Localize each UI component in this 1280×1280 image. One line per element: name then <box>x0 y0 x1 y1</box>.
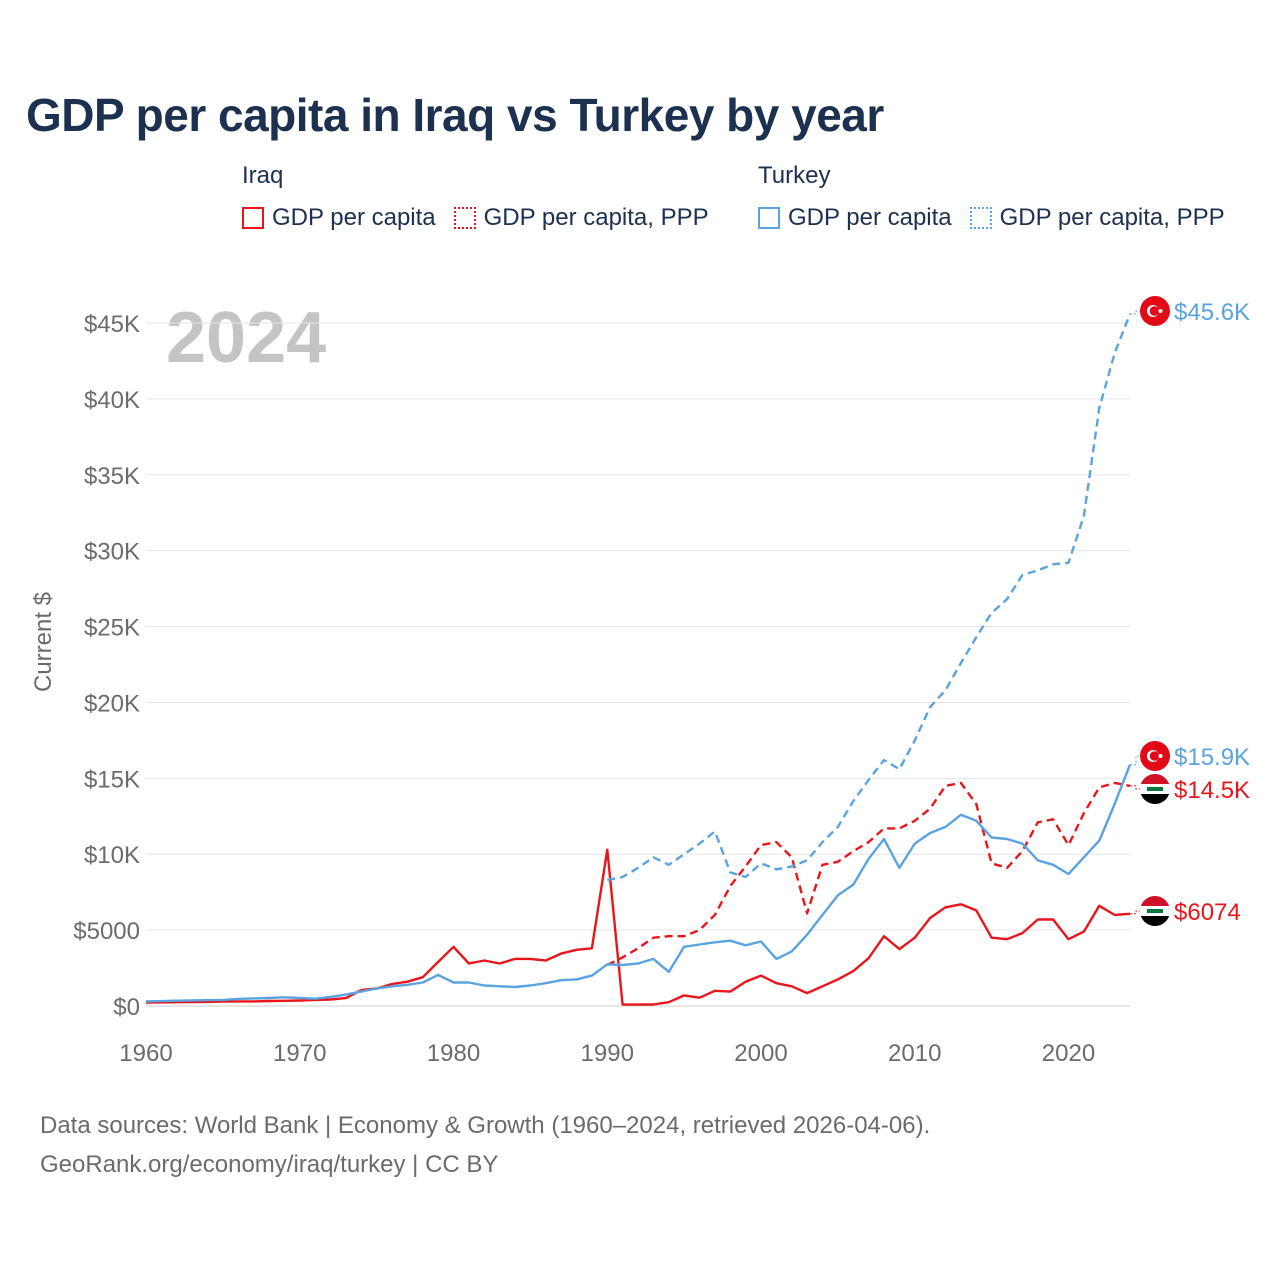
turkey-flag-icon <box>1140 741 1170 771</box>
end-label-connector <box>1130 755 1140 766</box>
series-line-2 <box>145 764 1132 1003</box>
year-watermark: 2024 <box>166 298 326 378</box>
y-tick-label: $30K <box>84 539 140 566</box>
legend-item-iraq-gdp[interactable]: GDP per capita <box>242 204 436 232</box>
x-tick-label: 2000 <box>734 1040 787 1067</box>
legend-label: GDP per capita <box>272 204 436 231</box>
y-tick-label: $20K <box>84 690 140 717</box>
x-tick-label: 2010 <box>888 1040 941 1067</box>
footer-sources: Data sources: World Bank | Economy & Gro… <box>40 1112 931 1139</box>
legend-label: GDP per capita <box>788 204 952 231</box>
flag-stripe-red <box>1140 896 1170 906</box>
end-label-connector <box>1130 785 1140 790</box>
y-tick-label: $40K <box>84 387 140 414</box>
y-tick-label: $25K <box>84 615 140 642</box>
y-tick-label: $10K <box>84 842 140 869</box>
end-label-connector <box>1130 310 1140 315</box>
flag-crescent-inner <box>1149 306 1160 316</box>
flag-star <box>1158 309 1163 313</box>
legend-label: GDP per capita, PPP <box>483 204 709 231</box>
flag-script <box>1147 909 1163 913</box>
flag-stripe-black <box>1140 794 1170 804</box>
flag-stripes <box>1140 896 1170 926</box>
legend-swatch-dotted <box>453 207 476 229</box>
footer: Data sources: World Bank | Economy & Gro… <box>40 1106 930 1184</box>
chart-title: GDP per capita in Iraq vs Turkey by year <box>26 89 884 141</box>
series-line-1 <box>606 781 1131 967</box>
legend-swatch-dotted <box>969 207 992 229</box>
x-tick-label: 1980 <box>427 1040 480 1067</box>
y-axis-label: Current $ <box>30 592 57 692</box>
iraq-flag-icon <box>1140 896 1170 926</box>
x-tick-label: 1990 <box>581 1040 634 1067</box>
legend-group-name: Turkey <box>758 162 831 189</box>
flag-star <box>1158 754 1163 758</box>
footer-attribution: GeoRank.org/economy/iraq/turkey | CC BY <box>40 1151 499 1178</box>
y-tick-label: $0 <box>113 994 140 1021</box>
flag-stripe-red <box>1140 774 1170 784</box>
series-line-3 <box>607 313 1132 882</box>
end-value-label: $14.5K <box>1174 777 1250 804</box>
legend-swatch-solid <box>758 207 780 229</box>
y-tick-label: $15K <box>84 766 140 793</box>
legend-swatch-solid <box>242 207 264 229</box>
y-tick-label: $5000 <box>73 918 140 945</box>
end-value-label: $15.9K <box>1174 744 1250 771</box>
flag-crescent-inner <box>1149 751 1160 761</box>
turkey-flag-icon <box>1140 296 1170 326</box>
legend-group-name: Iraq <box>242 162 284 189</box>
iraq-flag-icon <box>1140 774 1170 804</box>
legend-group-turkey: Turkey GDP per capita GDP per capita, PP… <box>758 162 1243 232</box>
flag-stripe-black <box>1140 916 1170 926</box>
x-tick-label: 2020 <box>1042 1040 1095 1067</box>
flag-stripes <box>1140 774 1170 804</box>
y-tick-label: $45K <box>84 311 140 338</box>
y-tick-label: $35K <box>84 463 140 490</box>
flag-script <box>1147 787 1163 791</box>
end-value-label: $6074 <box>1174 899 1241 926</box>
legend-item-turkey-gdp[interactable]: GDP per capita <box>758 204 952 232</box>
end-label-connector <box>1130 910 1140 915</box>
x-tick-label: 1970 <box>273 1040 326 1067</box>
x-tick-label: 1960 <box>119 1040 172 1067</box>
legend-item-iraq-gdp-ppp[interactable]: GDP per capita, PPP <box>453 204 709 232</box>
series-line-0 <box>145 848 1131 1006</box>
legend-label: GDP per capita, PPP <box>999 204 1225 231</box>
end-value-label: $45.6K <box>1174 299 1250 326</box>
legend-group-iraq: Iraq GDP per capita GDP per capita, PPP <box>242 162 727 232</box>
legend-item-turkey-gdp-ppp[interactable]: GDP per capita, PPP <box>969 204 1225 232</box>
